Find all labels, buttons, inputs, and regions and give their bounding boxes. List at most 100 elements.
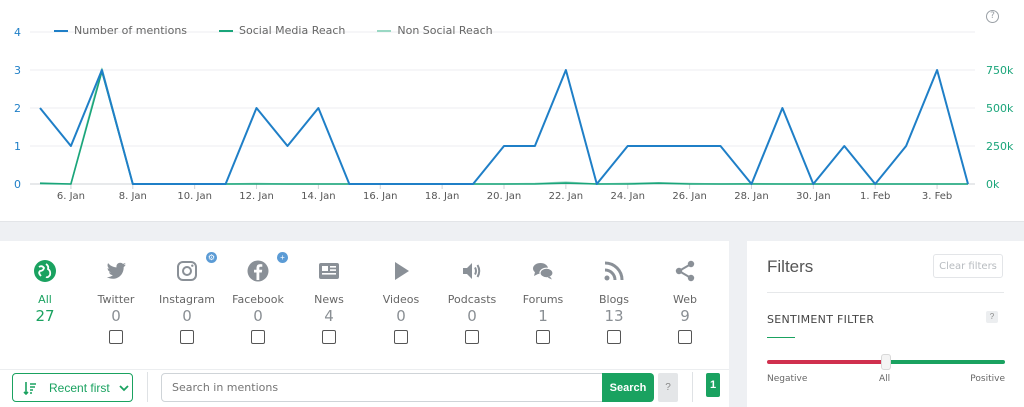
source-checkbox[interactable] bbox=[394, 330, 408, 344]
source-label: Blogs bbox=[598, 293, 630, 306]
mentions-toolbar: Recent first Search ? 1 bbox=[0, 369, 729, 407]
source-filter-blogs[interactable]: Blogs 13 bbox=[579, 259, 649, 344]
source-filter-all[interactable]: All 27 bbox=[10, 259, 80, 325]
source-label: Forums bbox=[522, 293, 564, 306]
source-count: 0 bbox=[111, 307, 121, 325]
sort-icon bbox=[23, 381, 36, 395]
globe-icon bbox=[33, 259, 57, 283]
legend-item-non-social-reach[interactable]: Non Social Reach bbox=[377, 24, 493, 37]
search-box bbox=[161, 373, 653, 402]
filters-title: Filters bbox=[767, 257, 814, 276]
y-right-tick-label: 0k bbox=[986, 178, 1000, 191]
x-tick-label: 28. Jan bbox=[734, 191, 769, 202]
sentiment-help-icon[interactable]: ? bbox=[986, 311, 998, 323]
x-tick-label: 10. Jan bbox=[177, 191, 212, 202]
toolbar-divider bbox=[147, 372, 148, 402]
source-checkbox[interactable] bbox=[180, 330, 194, 344]
source-count: 0 bbox=[467, 307, 477, 325]
y-right-tick-label: 250k bbox=[986, 140, 1014, 153]
legend-item-mentions[interactable]: Number of mentions bbox=[54, 24, 187, 37]
source-count: 0 bbox=[182, 307, 192, 325]
y-left-tick-label: 0 bbox=[14, 178, 21, 191]
source-count: 4 bbox=[324, 307, 334, 325]
x-tick-label: 18. Jan bbox=[425, 191, 460, 202]
source-label: Web bbox=[673, 293, 697, 306]
x-tick-label: 24. Jan bbox=[610, 191, 645, 202]
filters-panel: Filters Clear filters SENTIMENT FILTER ?… bbox=[747, 241, 1024, 407]
slider-label-positive: Positive bbox=[970, 374, 1005, 384]
source-filter-instagram[interactable]: ⚙ Instagram 0 bbox=[152, 252, 222, 344]
source-label: Podcasts bbox=[447, 293, 497, 306]
slider-positive-track bbox=[885, 360, 1005, 364]
x-tick-label: 16. Jan bbox=[363, 191, 398, 202]
source-label: News bbox=[314, 293, 344, 306]
x-tick-label: 14. Jan bbox=[301, 191, 336, 202]
slider-handle[interactable] bbox=[881, 354, 891, 370]
legend-swatch-social-reach bbox=[219, 29, 234, 32]
source-checkbox[interactable] bbox=[465, 330, 479, 344]
source-label: Videos bbox=[382, 293, 420, 306]
twitter-icon bbox=[104, 259, 128, 283]
sentiment-filter-title: SENTIMENT FILTER bbox=[767, 313, 875, 326]
chart-legend: Number of mentions Social Media Reach No… bbox=[54, 24, 525, 37]
sentiment-slider[interactable] bbox=[767, 354, 1005, 370]
source-checkbox[interactable] bbox=[678, 330, 692, 344]
source-label: Facebook bbox=[232, 293, 284, 306]
source-count: 0 bbox=[253, 307, 263, 325]
sort-dropdown[interactable]: Recent first bbox=[12, 373, 133, 402]
play-icon bbox=[389, 259, 413, 283]
source-checkbox[interactable] bbox=[607, 330, 621, 344]
source-count: 13 bbox=[604, 307, 624, 325]
legend-label-mentions: Number of mentions bbox=[74, 24, 188, 37]
y-right-tick-label: 500k bbox=[986, 102, 1014, 115]
series-line-number-of-mentions bbox=[39, 69, 969, 185]
x-tick-label: 12. Jan bbox=[239, 191, 274, 202]
chart-help-icon[interactable]: ? bbox=[986, 10, 999, 23]
page-number-badge[interactable]: 1 bbox=[706, 373, 720, 397]
sources-panel: All 27 Twitter 0 ⚙ Instagram 0 + Facebook 0 News 4 V… bbox=[0, 241, 729, 407]
legend-label-social-reach: Social Media Reach bbox=[239, 24, 346, 37]
y-right-tick-label: 750k bbox=[986, 64, 1014, 77]
source-count: 27 bbox=[35, 307, 55, 325]
source-label: All bbox=[38, 293, 52, 306]
share-icon bbox=[673, 259, 697, 283]
y-left-tick-label: 2 bbox=[14, 102, 21, 115]
sort-label: Recent first bbox=[49, 380, 110, 395]
legend-swatch-mentions bbox=[54, 29, 68, 32]
sentiment-underline bbox=[767, 337, 795, 338]
source-checkbox[interactable] bbox=[536, 330, 550, 344]
source-count: 0 bbox=[396, 307, 406, 325]
speaker-icon bbox=[460, 259, 484, 283]
source-filter-facebook[interactable]: + Facebook 0 bbox=[223, 252, 293, 344]
settings-badge-icon[interactable]: ⚙ bbox=[206, 252, 217, 263]
search-button[interactable]: Search bbox=[602, 373, 654, 402]
source-checkbox[interactable] bbox=[322, 330, 336, 344]
source-filter-twitter[interactable]: Twitter 0 bbox=[81, 259, 151, 344]
source-filter-podcasts[interactable]: Podcasts 0 bbox=[437, 259, 507, 344]
instagram-icon: ⚙ bbox=[175, 252, 217, 283]
series-line-social-media-reach bbox=[39, 70, 968, 185]
facebook-icon: + bbox=[246, 252, 288, 283]
source-count: 9 bbox=[680, 307, 690, 325]
slider-label-all: All bbox=[879, 374, 891, 384]
source-filter-news[interactable]: News 4 bbox=[294, 259, 364, 344]
source-checkbox[interactable] bbox=[251, 330, 265, 344]
source-filter-web[interactable]: Web 9 bbox=[650, 259, 720, 344]
clear-filters-button[interactable]: Clear filters bbox=[933, 254, 1003, 278]
news-icon bbox=[317, 259, 341, 283]
rss-icon bbox=[602, 259, 626, 283]
source-filter-videos[interactable]: Videos 0 bbox=[366, 259, 436, 344]
slider-negative-track bbox=[767, 360, 885, 364]
x-tick-label: 20. Jan bbox=[487, 191, 522, 202]
series-line-non-social-reach bbox=[40, 67, 968, 185]
search-help-button[interactable]: ? bbox=[658, 373, 678, 402]
x-tick-label: 26. Jan bbox=[672, 191, 707, 202]
y-left-tick-label: 1 bbox=[14, 140, 21, 153]
source-checkbox[interactable] bbox=[109, 330, 123, 344]
source-filter-forums[interactable]: Forums 1 bbox=[508, 259, 578, 344]
legend-item-social-reach[interactable]: Social Media Reach bbox=[219, 24, 345, 37]
search-input[interactable] bbox=[172, 381, 592, 394]
add-badge-icon[interactable]: + bbox=[277, 252, 288, 263]
legend-swatch-non-social-reach bbox=[377, 29, 392, 32]
y-left-tick-label: 4 bbox=[14, 26, 21, 39]
